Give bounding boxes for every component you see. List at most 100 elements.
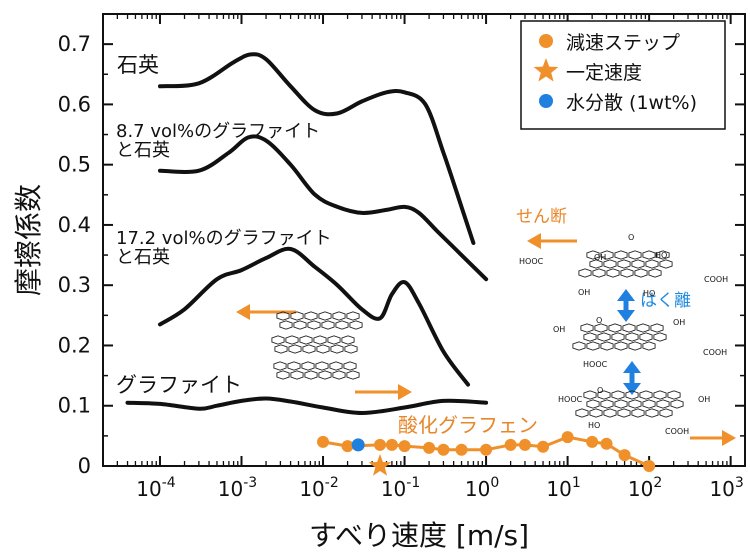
chem-label: HOOC — [583, 360, 608, 369]
plot-frame — [102, 13, 746, 467]
hex-ring — [667, 390, 681, 400]
friction-curve — [125, 396, 489, 416]
hex-ring — [589, 408, 603, 418]
hex-ring — [670, 399, 684, 409]
hex-ring — [307, 320, 321, 330]
chem-label: COOH — [703, 348, 727, 357]
series-point — [561, 431, 574, 444]
hex-ring — [316, 344, 330, 354]
x-tick-label: 10-4 — [136, 475, 176, 501]
hex-ring — [329, 361, 343, 371]
curve-label: と石英 — [116, 247, 170, 268]
hex-ring — [631, 259, 645, 269]
hex-ring — [611, 332, 625, 342]
hex-ring — [321, 320, 335, 330]
hex-ring — [628, 341, 642, 351]
chem-label: O — [597, 386, 603, 395]
hex-ring — [600, 341, 614, 351]
series-point — [423, 441, 436, 454]
y-tick-label: 0.7 — [58, 32, 91, 56]
hex-ring — [271, 335, 285, 345]
hex-ring — [293, 320, 307, 330]
legend-marker — [533, 58, 559, 82]
hex-ring — [636, 323, 650, 333]
x-tick-label: 100 — [465, 475, 499, 501]
curve-label: 石英 — [117, 53, 159, 77]
hex-ring — [301, 361, 315, 371]
hex-ring — [617, 259, 631, 269]
hex-ring — [642, 341, 656, 351]
shear-label: せん断 — [516, 207, 567, 227]
hex-ring — [608, 323, 622, 333]
legend-label: 水分散 (1wt%) — [566, 92, 697, 114]
hex-ring — [318, 311, 332, 321]
hex-ring — [628, 250, 642, 260]
go-sheet-bottom — [575, 390, 684, 418]
series-point — [385, 438, 398, 451]
series-point — [437, 443, 450, 456]
hex-ring — [653, 332, 667, 342]
chem-label: COOH — [704, 275, 728, 284]
series-point — [600, 437, 613, 450]
curve-label: グラファイト — [116, 373, 242, 397]
hex-ring — [341, 335, 355, 345]
hex-ring — [631, 408, 645, 418]
hex-ring — [290, 370, 304, 380]
series-point — [455, 443, 468, 456]
y-tick-label: 0.4 — [58, 213, 91, 237]
hex-ring — [645, 408, 659, 418]
friction-curve — [158, 134, 489, 282]
hex-ring — [304, 370, 318, 380]
hex-ring — [656, 399, 670, 409]
hex-ring — [597, 332, 611, 342]
hex-ring — [648, 268, 662, 278]
hex-ring — [653, 390, 667, 400]
y-tick-label: 0.1 — [58, 394, 91, 418]
x-tick-label: 102 — [628, 475, 662, 501]
hex-ring — [620, 268, 634, 278]
go-sheet-middle — [572, 323, 667, 351]
series-star — [368, 454, 392, 476]
hex-ring — [586, 250, 600, 260]
hex-ring — [592, 268, 606, 278]
series-point — [317, 435, 330, 448]
hex-ring — [287, 361, 301, 371]
hex-ring — [346, 311, 360, 321]
hex-ring — [639, 390, 653, 400]
series-point — [341, 440, 354, 453]
peel-arrow-head-down — [617, 310, 635, 322]
hex-ring — [288, 344, 302, 354]
chem-label: OH — [698, 395, 710, 404]
graphite-layer-middle — [271, 335, 358, 354]
hex-ring — [614, 341, 628, 351]
chem-label: HOOC — [519, 257, 544, 266]
friction-curve — [158, 246, 470, 387]
hex-ring — [625, 390, 639, 400]
hex-ring — [583, 390, 597, 400]
series-point — [586, 435, 599, 448]
y-tick-label: 0 — [78, 454, 91, 478]
series-point — [537, 440, 550, 453]
hex-ring — [639, 332, 653, 342]
legend-label: 一定速度 — [566, 62, 642, 84]
hex-ring — [586, 399, 600, 409]
hex-ring — [622, 323, 636, 333]
legend-box — [520, 20, 726, 130]
axes: 摩擦係数 すべり速度 [m/s] 0 0.1 0.2 0.3 0.4 0.5 0.6 0.7 1… — [12, 13, 746, 552]
legend-marker — [539, 94, 553, 108]
hex-ring — [285, 335, 299, 345]
x-tick-label: 10-1 — [381, 475, 420, 501]
hex-ring — [304, 311, 318, 321]
hex-ring — [332, 311, 346, 321]
hex-ring — [346, 370, 360, 380]
chem-label: HO — [588, 421, 600, 430]
hex-ring — [276, 311, 290, 321]
chem-label: HO — [643, 289, 655, 298]
peel-arrow-2-head-down — [623, 383, 641, 395]
hex-ring — [589, 259, 603, 269]
hex-ring — [572, 341, 586, 351]
series-point-blue — [351, 438, 365, 452]
hex-ring — [642, 399, 656, 409]
